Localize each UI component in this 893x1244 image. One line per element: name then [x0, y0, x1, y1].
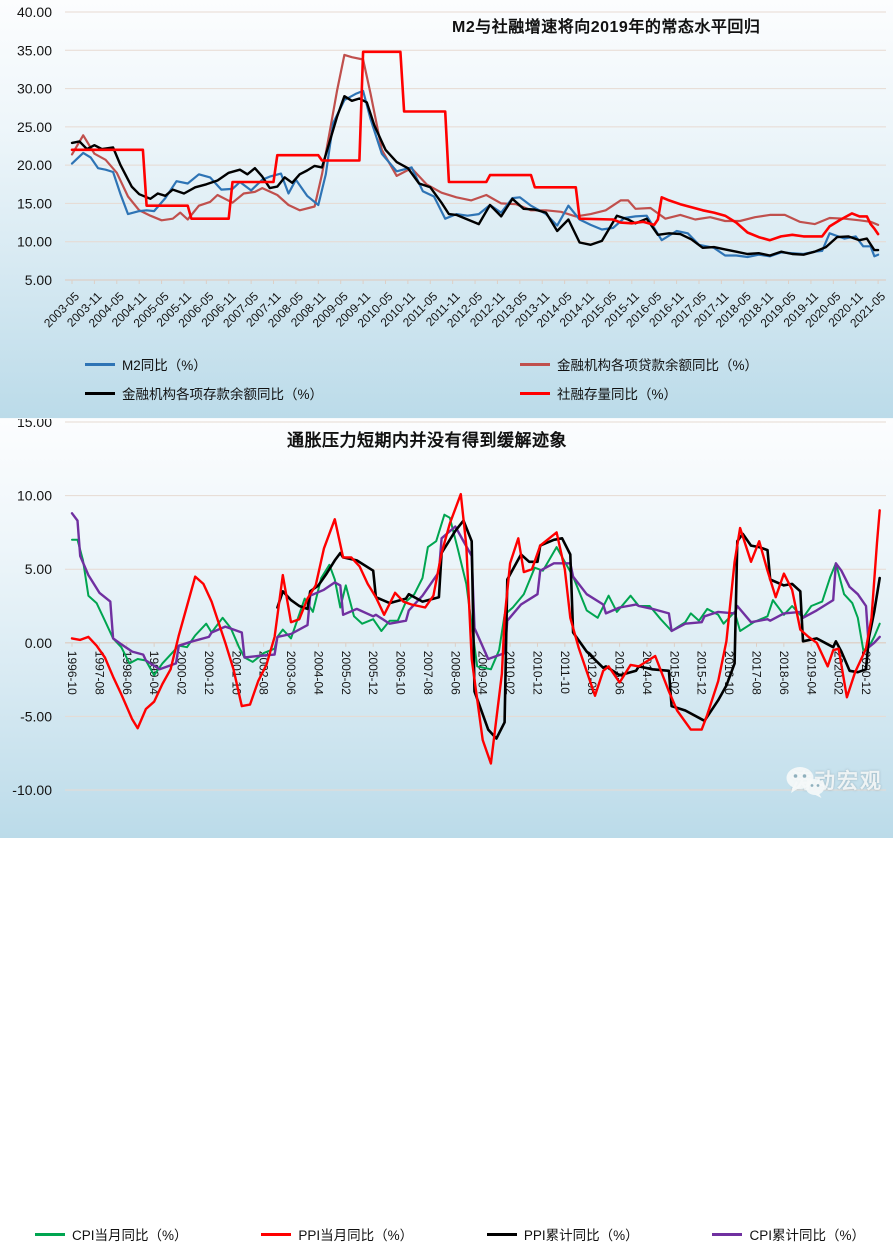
x-axis-tick-label: 2017-08 — [750, 651, 764, 695]
legend-inflation: CPI当月同比（%） PPI当月同比（%） PPI累计同比（%） CPI累计同比（%） — [35, 1224, 865, 1244]
x-axis-tick-label: 2020-02 — [832, 651, 846, 695]
x-axis-tick-label: 2020-12 — [859, 651, 873, 695]
legend-item-tsf-yoy: 社融存量同比（%） — [520, 383, 758, 403]
x-axis-tick-label: 2019-04 — [804, 651, 818, 695]
series-ppi-cumulative-line — [276, 519, 882, 740]
x-axis-tick-label: 2010-12 — [530, 651, 544, 695]
legend-swatch-m2-yoy — [85, 362, 115, 366]
legend-swatch-cpi-monthly — [35, 1232, 65, 1236]
x-axis-tick-label: 2015-12 — [695, 651, 709, 695]
inflation-chart-canvas: 15.00 10.00 5.00 0.00 -5.00 -10.00 1996-10 1997… — [12, 419, 886, 798]
x-axis-tick-label: 2001-10 — [229, 651, 243, 695]
chart-title-m2-tsf: M2与社融增速将向2019年的常态水平回归 — [452, 19, 761, 36]
legend-swatch-cpi-cumulative — [712, 1232, 743, 1236]
x-axis-tick-label: 1997-08 — [92, 651, 106, 695]
y-axis-tick-label: -10.00 — [12, 782, 52, 798]
x-axis-tick-label: 2018-06 — [777, 651, 791, 695]
x-axis-tick-label: 1996-10 — [65, 651, 79, 695]
x-axis-tick-label: 2009-04 — [476, 651, 490, 695]
legend-swatch-loans-yoy — [520, 362, 550, 366]
legend-label: 金融机构各项贷款余额同比（%） — [557, 358, 759, 373]
x-axis-tick-label: 2005-02 — [339, 651, 353, 695]
legend-item-cpi-cumulative: CPI累计同比（%） — [712, 1224, 865, 1244]
chart-panel-m2-tsf: 40.00 35.00 30.00 25.00 20.00 15.00 10.00 5.00 2… — [0, 0, 893, 418]
x-axis-tick-label: 2011-10 — [558, 651, 572, 694]
series-deposits-yoy-line — [70, 94, 880, 257]
legend-swatch-deposits-yoy — [85, 391, 115, 395]
legend-label: 社融存量同比（%） — [557, 387, 678, 402]
x-axis-tick-label: 2004-04 — [311, 651, 325, 695]
y-axis-tick-label: 20.00 — [17, 157, 52, 173]
x-axis-tick-label: 2000-02 — [175, 651, 189, 695]
legend-label: M2同比（%） — [122, 358, 207, 373]
x-axis-tick-label: 2008-06 — [448, 651, 462, 695]
x-axis-tick-label: 2013-06 — [613, 651, 627, 695]
series-loans-yoy-line — [70, 53, 880, 226]
y-axis-tick-label: 25.00 — [17, 119, 52, 135]
chart-title-inflation: 通胀压力短期内并没有得到缓解迹象 — [287, 431, 567, 450]
y-axis-tick-label: 15.00 — [17, 419, 52, 430]
x-axis-tick-label: 2006-10 — [394, 651, 408, 695]
legend-swatch-ppi-monthly — [261, 1232, 292, 1236]
y-axis-tick-label: 10.00 — [17, 234, 52, 250]
legend-item-ppi-cumulative: PPI累计同比（%） — [486, 1224, 639, 1244]
legend-item-deposits-yoy: 金融机构各项存款余额同比（%） — [85, 383, 520, 403]
x-axis-tick-label: 2000-12 — [202, 651, 216, 695]
x-axis-tick-label: 2003-06 — [284, 651, 298, 695]
y-axis-tick-label: 5.00 — [25, 561, 52, 577]
series-cpi-cumulative-line — [70, 512, 881, 671]
series-tsf-yoy-line — [70, 50, 880, 242]
chart-panel-inflation: 15.00 10.00 5.00 0.00 -5.00 -10.00 1996-10 1997… — [0, 418, 893, 1243]
y-axis-tick-label: 0.00 — [25, 635, 52, 651]
legend-label: PPI累计同比（%） — [523, 1228, 639, 1243]
legend-swatch-tsf-yoy — [520, 391, 550, 395]
y-axis-tick-label: 10.00 — [17, 488, 52, 504]
y-axis-tick-label: -5.00 — [20, 708, 52, 724]
y-axis-tick-label: 15.00 — [17, 195, 52, 211]
y-axis-tick-label: 30.00 — [17, 81, 52, 97]
legend-label: CPI累计同比（%） — [749, 1228, 865, 1243]
legend-swatch-ppi-cumulative — [486, 1232, 517, 1236]
x-axis-tick-label: 2005-12 — [366, 651, 380, 695]
legend-label: CPI当月同比（%） — [72, 1228, 188, 1243]
legend-m2-tsf: M2同比（%） 金融机构各项贷款余额同比（%） 金融机构各项存款余额同比（%） 社融存… — [85, 354, 758, 403]
legend-item-loans-yoy: 金融机构各项贷款余额同比（%） — [520, 354, 758, 374]
x-axis-tick-label: 2014-04 — [640, 651, 654, 695]
x-axis-tick-label: 1999-04 — [147, 651, 161, 695]
m2-tsf-chart-canvas: 40.0035.0030.0025.0020.0015.0010.005.002… — [17, 4, 889, 330]
watermark: 涛动宏观 — [785, 765, 883, 798]
y-axis-tick-label: 40.00 — [17, 4, 52, 20]
series-ppi-monthly-line — [70, 492, 881, 765]
y-axis-tick-label: 5.00 — [25, 272, 52, 288]
series-m2-yoy-line — [70, 89, 880, 259]
legend-item-ppi-monthly: PPI当月同比（%） — [261, 1224, 413, 1244]
legend-item-m2-yoy: M2同比（%） — [85, 354, 520, 374]
legend-label: PPI当月同比（%） — [298, 1228, 414, 1243]
x-axis-tick-label: 2007-08 — [421, 651, 435, 695]
y-axis-tick-label: 35.00 — [17, 42, 52, 58]
legend-item-cpi-monthly: CPI当月同比（%） — [35, 1224, 188, 1244]
legend-label: 金融机构各项存款余额同比（%） — [122, 387, 324, 402]
